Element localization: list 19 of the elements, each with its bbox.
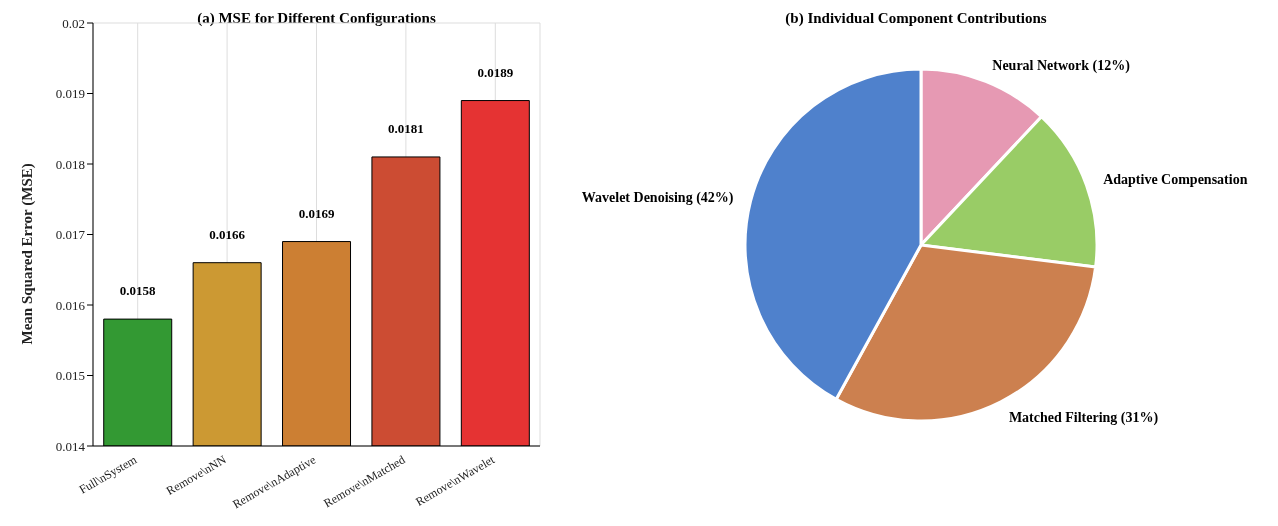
slice-label: Neural Network (12%) (992, 58, 1131, 74)
y-tick-label: 0.018 (55, 156, 85, 172)
y-tick-label: 0.02 (62, 15, 85, 31)
data-label: 0.0181 (388, 120, 424, 136)
chart-title: (a) MSE for Different Configurations (196, 10, 437, 27)
data-label: 0.0158 (119, 283, 157, 299)
y-tick-label: 0.019 (55, 86, 85, 102)
y-tick-label: 0.016 (55, 297, 86, 313)
y-tick-label: 0.014 (55, 438, 86, 454)
data-label: 0.0166 (209, 226, 246, 242)
slice-label: Adaptive Compensation (1103, 172, 1248, 188)
data-label: 0.0169 (298, 205, 335, 221)
y-tick-label: 0.015 (55, 368, 85, 384)
y-tick-label: 0.017 (55, 227, 86, 243)
slice-label: Matched Filtering (31%) (1008, 410, 1159, 427)
data-label: 0.0189 (477, 64, 514, 80)
chart-title: (b) Individual Component Contributions (784, 10, 1048, 27)
y-axis-title: Mean Squared Error (MSE) (19, 163, 37, 345)
slice-label: Wavelet Denoising (42%) (581, 189, 734, 206)
